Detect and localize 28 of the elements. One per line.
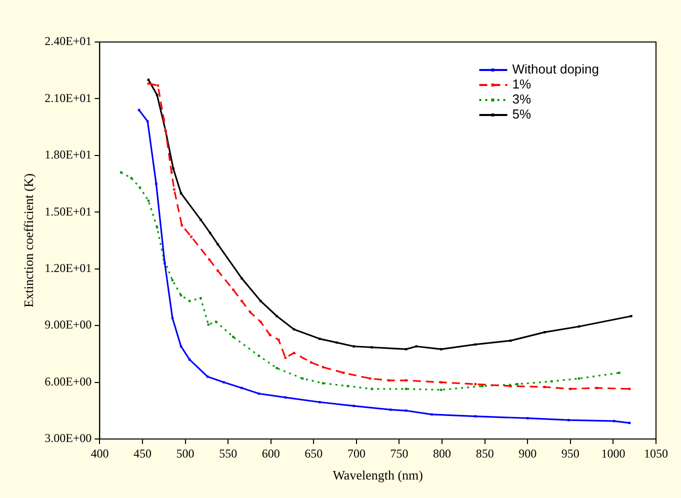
legend-label: 1%	[512, 76, 532, 92]
x-axis-title: Wavelength (nm)	[332, 468, 423, 483]
x-tick-label: 700	[347, 446, 366, 460]
x-tick-label: 450	[133, 446, 152, 460]
y-tick-label: 9.00E+00	[44, 318, 92, 332]
x-tick-label: 550	[219, 446, 238, 460]
y-tick-label: 2.10E+01	[44, 90, 92, 105]
y-tick-label: 2.40E+01	[44, 34, 92, 48]
x-tick-label: 500	[176, 446, 194, 460]
x-tick-label: 850	[476, 446, 494, 460]
x-tick-label: 900	[518, 446, 537, 460]
x-tick-label: 600	[262, 446, 280, 460]
x-tick-label: 650	[304, 446, 323, 460]
y-tick-label: 1.80E+01	[44, 148, 92, 162]
x-tick-label: 750	[390, 446, 408, 460]
y-tick-label: 1.50E+01	[44, 204, 92, 218]
x-tick-label: 800	[433, 446, 452, 460]
y-axis-title: Extinction coefficient (K)	[21, 173, 36, 308]
legend-label: Without doping	[512, 62, 600, 77]
x-tick-label: 1050	[644, 446, 668, 460]
y-tick-label: 1.20E+01	[44, 261, 92, 276]
legend-label: 5%	[512, 106, 532, 122]
legend-label: 3%	[512, 92, 532, 107]
x-tick-label: 400	[90, 446, 109, 460]
x-tick-label: 950	[561, 446, 580, 460]
x-tick-label: 1000	[601, 446, 626, 460]
y-tick-label: 6.00E+00	[44, 374, 92, 388]
y-tick-label: 3.00E+00	[44, 431, 92, 446]
